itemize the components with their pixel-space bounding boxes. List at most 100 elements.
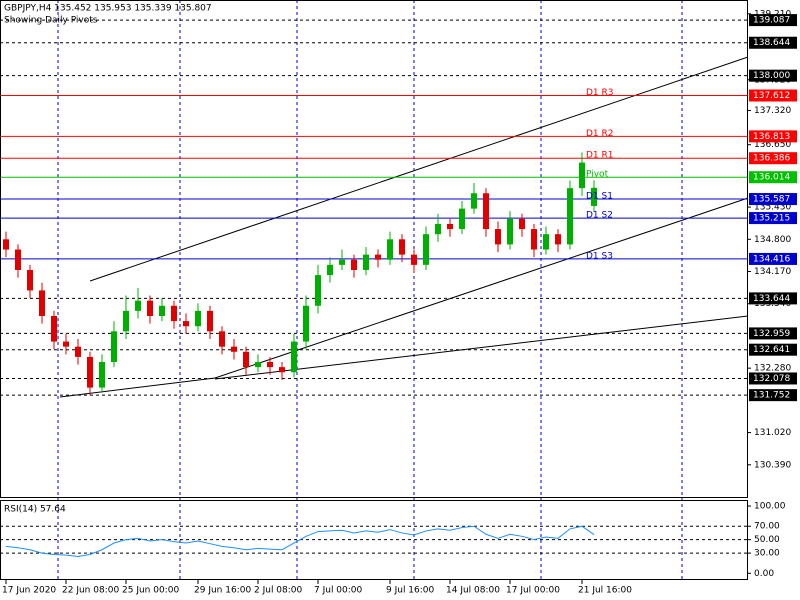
- pivot-label: D1 S3: [586, 251, 613, 261]
- level-box: [749, 69, 797, 82]
- x-tick-label: 7 Jul 00:00: [314, 586, 363, 596]
- candle-body: [327, 264, 333, 276]
- pivot-label: D1 R2: [586, 129, 614, 139]
- candle-body: [459, 208, 465, 230]
- candle-body: [123, 310, 129, 332]
- candle-body: [471, 193, 477, 209]
- y-tick-label: 132.280: [754, 364, 791, 374]
- level-box: [749, 130, 797, 143]
- candle-body: [183, 321, 189, 327]
- plot: [0, 19, 748, 396]
- pivot-label: D1 R3: [586, 88, 614, 98]
- level-label: 136.813: [753, 132, 790, 142]
- y-tick-label: 136.650: [754, 140, 791, 150]
- candle-body: [279, 367, 285, 373]
- candle-body: [495, 229, 501, 245]
- level-box: [749, 343, 797, 356]
- level-label: 138.000: [753, 71, 790, 81]
- level-label: 136.386: [753, 154, 790, 164]
- candle-body: [195, 310, 201, 327]
- y-tick-label: 135.430: [754, 203, 791, 213]
- level-box: [749, 292, 797, 305]
- x-tick-label: 29 Jun 16:00: [194, 586, 251, 596]
- level-box: [749, 252, 797, 265]
- level-box: [749, 171, 797, 184]
- candle-body: [591, 187, 597, 206]
- candle-body: [363, 254, 369, 270]
- candle-body: [483, 193, 489, 230]
- level-label: 135.215: [753, 214, 790, 224]
- level-label: 135.587: [753, 195, 790, 205]
- level-label: 132.959: [753, 329, 790, 339]
- candle-body: [207, 310, 213, 332]
- level-box: [749, 14, 797, 27]
- level-label: 132.641: [753, 345, 790, 355]
- level-box: [749, 36, 797, 49]
- candle-body: [15, 249, 21, 270]
- rsi-tick-label: 50.00: [754, 535, 780, 545]
- rsi-tick-label: 0.00: [754, 569, 774, 579]
- candle-body: [75, 346, 81, 357]
- candle-body: [543, 234, 549, 250]
- candle-body: [519, 218, 525, 230]
- y-tick-label: 130.390: [754, 460, 791, 470]
- candle-body: [231, 346, 237, 352]
- pivot-label: D1 S2: [586, 211, 613, 221]
- candle-body: [555, 234, 561, 245]
- candle-body: [411, 254, 417, 265]
- pivot-label: Pivot: [586, 170, 609, 180]
- x-tick-label: 25 Jun 00:00: [122, 586, 179, 596]
- candle-body: [303, 305, 309, 342]
- candle-body: [87, 356, 93, 388]
- level-box: [749, 372, 797, 385]
- level-label: 139.087: [753, 16, 790, 26]
- level-label: 131.752: [753, 391, 790, 401]
- candle-body: [399, 239, 405, 255]
- level-label: 132.078: [753, 374, 790, 384]
- y-tick-label: 134.170: [754, 267, 791, 277]
- x-tick-label: 9 Jul 16:00: [386, 586, 435, 596]
- period-separators: [57, 0, 683, 580]
- candle-body: [39, 290, 45, 316]
- pivot-label: D1 S1: [586, 192, 613, 202]
- x-tick-label: 22 Jun 08:00: [62, 586, 119, 596]
- level-box: [749, 152, 797, 165]
- rsi-tick-label: 30.00: [754, 549, 780, 559]
- candle-body: [315, 275, 321, 306]
- rsi-line: [5, 525, 595, 557]
- x-tick-label: 17 Jul 00:00: [506, 586, 560, 596]
- level-label: 134.416: [753, 254, 790, 264]
- candle-body: [531, 229, 537, 250]
- rsi-tick-label: 70.00: [754, 522, 780, 532]
- rsi-title: RSI(14) 57.64: [4, 505, 66, 515]
- candle-body: [579, 162, 585, 189]
- level-label: 136.014: [753, 173, 790, 183]
- x-tick-label: 14 Jul 08:00: [446, 586, 500, 596]
- level-box: [749, 327, 797, 340]
- level-box: [749, 89, 797, 102]
- y-tick-label: 134.800: [754, 235, 791, 245]
- level-box: [749, 212, 797, 225]
- x-tick-label: 21 Jul 16:00: [578, 586, 632, 596]
- candle-body: [291, 341, 297, 373]
- candle-body: [147, 300, 153, 316]
- candle-body: [255, 362, 261, 368]
- x-tick-label: 2 Jul 08:00: [254, 586, 303, 596]
- level-label: 133.644: [753, 294, 790, 304]
- candle-body: [63, 341, 69, 347]
- candle-body: [171, 305, 177, 322]
- chart-subtitle: Showing Daily Pivots: [4, 16, 98, 26]
- rsi-tick-label: 100.00: [754, 502, 786, 512]
- candle-body: [219, 331, 225, 347]
- candle-body: [387, 239, 393, 260]
- level-box: [749, 389, 797, 402]
- trend-lines: [59, 56, 749, 398]
- level-box: [749, 193, 797, 206]
- candle-body: [567, 188, 573, 245]
- y-tick-label: 131.020: [754, 428, 791, 438]
- candle-body: [111, 331, 117, 363]
- candle-body: [135, 300, 141, 311]
- candle-body: [3, 239, 9, 250]
